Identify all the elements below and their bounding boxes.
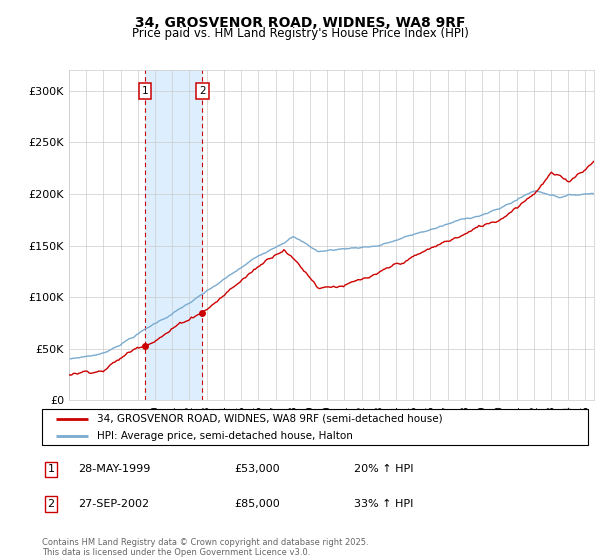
Text: 34, GROSVENOR ROAD, WIDNES, WA8 9RF (semi-detached house): 34, GROSVENOR ROAD, WIDNES, WA8 9RF (sem… xyxy=(97,414,442,423)
Text: 28-MAY-1999: 28-MAY-1999 xyxy=(78,464,151,474)
Text: 2: 2 xyxy=(199,86,206,96)
Text: Price paid vs. HM Land Registry's House Price Index (HPI): Price paid vs. HM Land Registry's House … xyxy=(131,27,469,40)
Bar xyxy=(145,70,202,400)
Text: 20% ↑ HPI: 20% ↑ HPI xyxy=(354,464,413,474)
FancyBboxPatch shape xyxy=(42,409,588,445)
Text: 33% ↑ HPI: 33% ↑ HPI xyxy=(354,499,413,509)
Text: £85,000: £85,000 xyxy=(234,499,280,509)
Text: HPI: Average price, semi-detached house, Halton: HPI: Average price, semi-detached house,… xyxy=(97,431,352,441)
Text: 34, GROSVENOR ROAD, WIDNES, WA8 9RF: 34, GROSVENOR ROAD, WIDNES, WA8 9RF xyxy=(135,16,465,30)
Text: Contains HM Land Registry data © Crown copyright and database right 2025.
This d: Contains HM Land Registry data © Crown c… xyxy=(42,538,368,557)
Text: 1: 1 xyxy=(47,464,55,474)
Text: 2: 2 xyxy=(47,499,55,509)
Text: 1: 1 xyxy=(142,86,148,96)
Text: £53,000: £53,000 xyxy=(234,464,280,474)
Text: 27-SEP-2002: 27-SEP-2002 xyxy=(78,499,149,509)
